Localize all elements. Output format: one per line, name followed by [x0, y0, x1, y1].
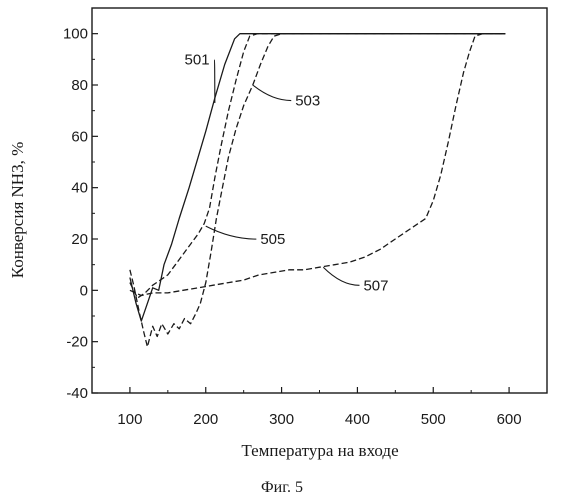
y-tick-label: 60 — [71, 128, 88, 145]
y-tick-label: 0 — [80, 282, 88, 299]
y-axis: -40 -20 0 20 40 60 80 100 — [63, 8, 98, 402]
callout-label-505: 505 — [260, 231, 285, 248]
x-tick-label: 400 — [345, 411, 370, 428]
plot-border — [92, 8, 547, 393]
x-tick-label: 600 — [497, 411, 522, 428]
callout-leader-503 — [253, 85, 291, 101]
y-tick-label: 40 — [71, 180, 88, 197]
y-axis-title: Конверсия NH3, % — [8, 142, 27, 279]
series-line-507 — [130, 34, 505, 296]
y-tick-label: 100 — [63, 26, 88, 43]
series-layer — [130, 34, 505, 347]
x-tick-label: 300 — [269, 411, 294, 428]
x-tick-label: 200 — [193, 411, 218, 428]
x-tick-label: 100 — [117, 411, 142, 428]
callout-label-501: 501 — [185, 51, 210, 68]
y-tick-label: -20 — [66, 334, 88, 351]
series-line-501 — [130, 34, 505, 321]
x-tick-label: 500 — [421, 411, 446, 428]
series-line-503 — [130, 34, 505, 347]
series-line-505 — [130, 34, 505, 298]
x-axis-title: Температура на входе — [241, 441, 398, 460]
y-tick-label: -40 — [66, 385, 88, 402]
callout-layer: 501 503 505 507 — [185, 51, 389, 294]
y-tick-label: 80 — [71, 77, 88, 94]
callout-leader-507 — [323, 267, 359, 285]
y-tick-label: 20 — [71, 231, 88, 248]
plot-frame — [92, 8, 547, 393]
callout-label-503: 503 — [295, 93, 320, 110]
figure-caption: Фиг. 5 — [261, 479, 303, 496]
callout-label-507: 507 — [363, 277, 388, 294]
